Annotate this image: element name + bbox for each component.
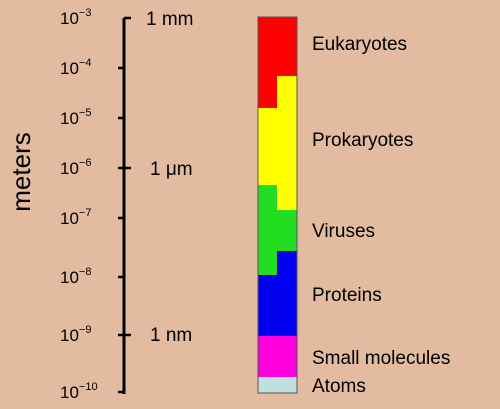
tick-label: 10−9	[60, 324, 91, 345]
unit-label-nm: 1 nm	[150, 325, 192, 346]
tick-label: 10−8	[60, 266, 91, 287]
axis-title: meters	[6, 132, 36, 211]
band-proteins	[258, 251, 297, 336]
tick-label: 10−10	[60, 381, 98, 402]
axis-ticks	[118, 16, 131, 394]
tick-label: 10−5	[60, 107, 91, 128]
label-proteins: Proteins	[312, 285, 382, 306]
tick-label: 10−6	[60, 157, 91, 178]
band-outline	[257, 16, 298, 394]
band-atoms	[258, 377, 297, 393]
label-viruses: Viruses	[312, 221, 375, 242]
tick-label: 10−4	[60, 57, 91, 78]
unit-label-um: 1 μm	[150, 159, 193, 180]
tick-label: 10−7	[60, 207, 91, 228]
label-atoms: Atoms	[312, 376, 366, 397]
tick-labels: 10−3 10−4 10−5 10−6 10−7 10−8 10−9 10−10	[60, 7, 98, 402]
label-prokaryotes: Prokaryotes	[312, 130, 413, 151]
label-eukaryotes: Eukaryotes	[312, 34, 407, 55]
band-eukaryotes	[258, 17, 297, 108]
band-small-molecules	[258, 336, 297, 377]
unit-label-mm: 1 mm	[146, 9, 194, 30]
band-viruses	[258, 185, 297, 275]
tick-label: 10−3	[60, 7, 91, 28]
label-small-molecules: Small molecules	[312, 348, 450, 369]
band-prokaryotes	[258, 76, 297, 210]
size-bands	[257, 16, 298, 394]
